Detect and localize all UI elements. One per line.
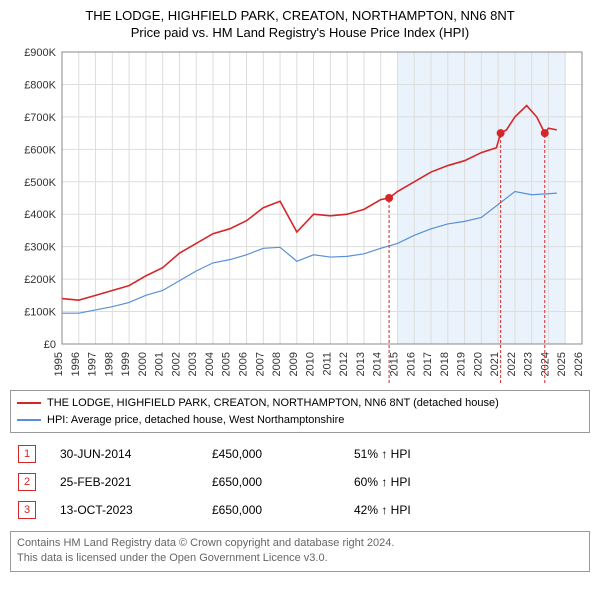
x-tick-label: 2001 [154, 352, 166, 376]
sale-row-marker: 3 [18, 501, 36, 519]
y-tick-label: £600K [24, 144, 56, 156]
legend-label: HPI: Average price, detached house, West… [47, 412, 344, 429]
sale-row-date: 30-JUN-2014 [54, 441, 204, 467]
footer-note: Contains HM Land Registry data © Crown c… [10, 531, 590, 572]
x-tick-label: 1997 [87, 352, 99, 376]
x-tick-label: 2008 [271, 352, 283, 376]
x-tick-label: 2020 [472, 352, 484, 376]
x-tick-label: 2015 [388, 352, 400, 376]
x-tick-label: 2019 [456, 352, 468, 376]
legend-item: THE LODGE, HIGHFIELD PARK, CREATON, NORT… [17, 395, 583, 412]
sale-row-marker: 1 [18, 445, 36, 463]
sale-row-date: 25-FEB-2021 [54, 469, 204, 495]
x-tick-label: 2013 [355, 352, 367, 376]
x-tick-label: 2011 [321, 352, 333, 376]
y-tick-label: £0 [44, 339, 56, 351]
x-tick-label: 2006 [238, 352, 250, 376]
legend-label: THE LODGE, HIGHFIELD PARK, CREATON, NORT… [47, 395, 499, 412]
sale-row-price: £650,000 [206, 497, 346, 523]
x-tick-label: 2014 [372, 352, 384, 376]
x-tick-label: 2000 [137, 352, 149, 376]
sale-row-date: 13-OCT-2023 [54, 497, 204, 523]
x-tick-label: 2004 [204, 352, 216, 376]
x-tick-label: 2009 [288, 352, 300, 376]
title-block: THE LODGE, HIGHFIELD PARK, CREATON, NORT… [10, 8, 590, 40]
x-tick-label: 2002 [170, 352, 182, 376]
sale-row: 3 13-OCT-2023£650,00042% ↑ HPI [12, 497, 488, 523]
x-tick-label: 2022 [506, 352, 518, 376]
x-tick-label: 2003 [187, 352, 199, 376]
y-tick-label: £800K [24, 79, 56, 91]
sale-row-pct: 60% ↑ HPI [348, 469, 488, 495]
legend-swatch [17, 419, 41, 421]
y-tick-label: £500K [24, 177, 56, 189]
x-tick-label: 2021 [489, 352, 501, 376]
x-tick-label: 2026 [573, 352, 585, 376]
y-tick-label: £700K [24, 112, 56, 124]
title-line2: Price paid vs. HM Land Registry's House … [10, 25, 590, 40]
x-tick-label: 2023 [523, 352, 535, 376]
x-tick-label: 2024 [539, 352, 551, 376]
chart: £0 £100K £200K £300K £400K £500K £600K £700K £80… [10, 44, 590, 384]
title-line1: THE LODGE, HIGHFIELD PARK, CREATON, NORT… [10, 8, 590, 23]
legend-swatch [17, 402, 41, 404]
x-tick-label: 1998 [103, 352, 115, 376]
x-tick-label: 2017 [422, 352, 434, 376]
chart-svg: £0 £100K £200K £300K £400K £500K £600K £700K £80… [10, 44, 590, 384]
chart-container: THE LODGE, HIGHFIELD PARK, CREATON, NORT… [0, 0, 600, 580]
sale-row-marker: 2 [18, 473, 36, 491]
y-tick-label: £300K [24, 242, 56, 254]
sales-table: 1 30-JUN-2014£450,00051% ↑ HPI 2 25-FEB-202… [10, 439, 490, 525]
x-tick-label: 1999 [120, 352, 132, 376]
footer-line1: Contains HM Land Registry data © Crown c… [17, 536, 583, 551]
y-tick-label: £900K [24, 47, 56, 59]
x-tick-label: 2025 [556, 352, 568, 376]
x-tick-label: 2005 [221, 352, 233, 376]
legend: THE LODGE, HIGHFIELD PARK, CREATON, NORT… [10, 390, 590, 433]
y-tick-label: £100K [24, 307, 56, 319]
x-tick-label: 2018 [439, 352, 451, 376]
x-tick-label: 1996 [70, 352, 82, 376]
sale-row: 2 25-FEB-2021£650,00060% ↑ HPI [12, 469, 488, 495]
x-tick-label: 1995 [53, 352, 65, 376]
x-tick-label: 2012 [338, 352, 350, 376]
sale-row-price: £450,000 [206, 441, 346, 467]
y-tick-label: £400K [24, 209, 56, 221]
sale-row: 1 30-JUN-2014£450,00051% ↑ HPI [12, 441, 488, 467]
sale-row-price: £650,000 [206, 469, 346, 495]
legend-item: HPI: Average price, detached house, West… [17, 412, 583, 429]
x-tick-label: 2007 [254, 352, 266, 376]
sale-row-pct: 42% ↑ HPI [348, 497, 488, 523]
sale-row-pct: 51% ↑ HPI [348, 441, 488, 467]
x-tick-label: 2016 [405, 352, 417, 376]
x-tick-label: 2010 [305, 352, 317, 376]
y-tick-label: £200K [24, 274, 56, 286]
footer-line2: This data is licensed under the Open Gov… [17, 551, 583, 566]
